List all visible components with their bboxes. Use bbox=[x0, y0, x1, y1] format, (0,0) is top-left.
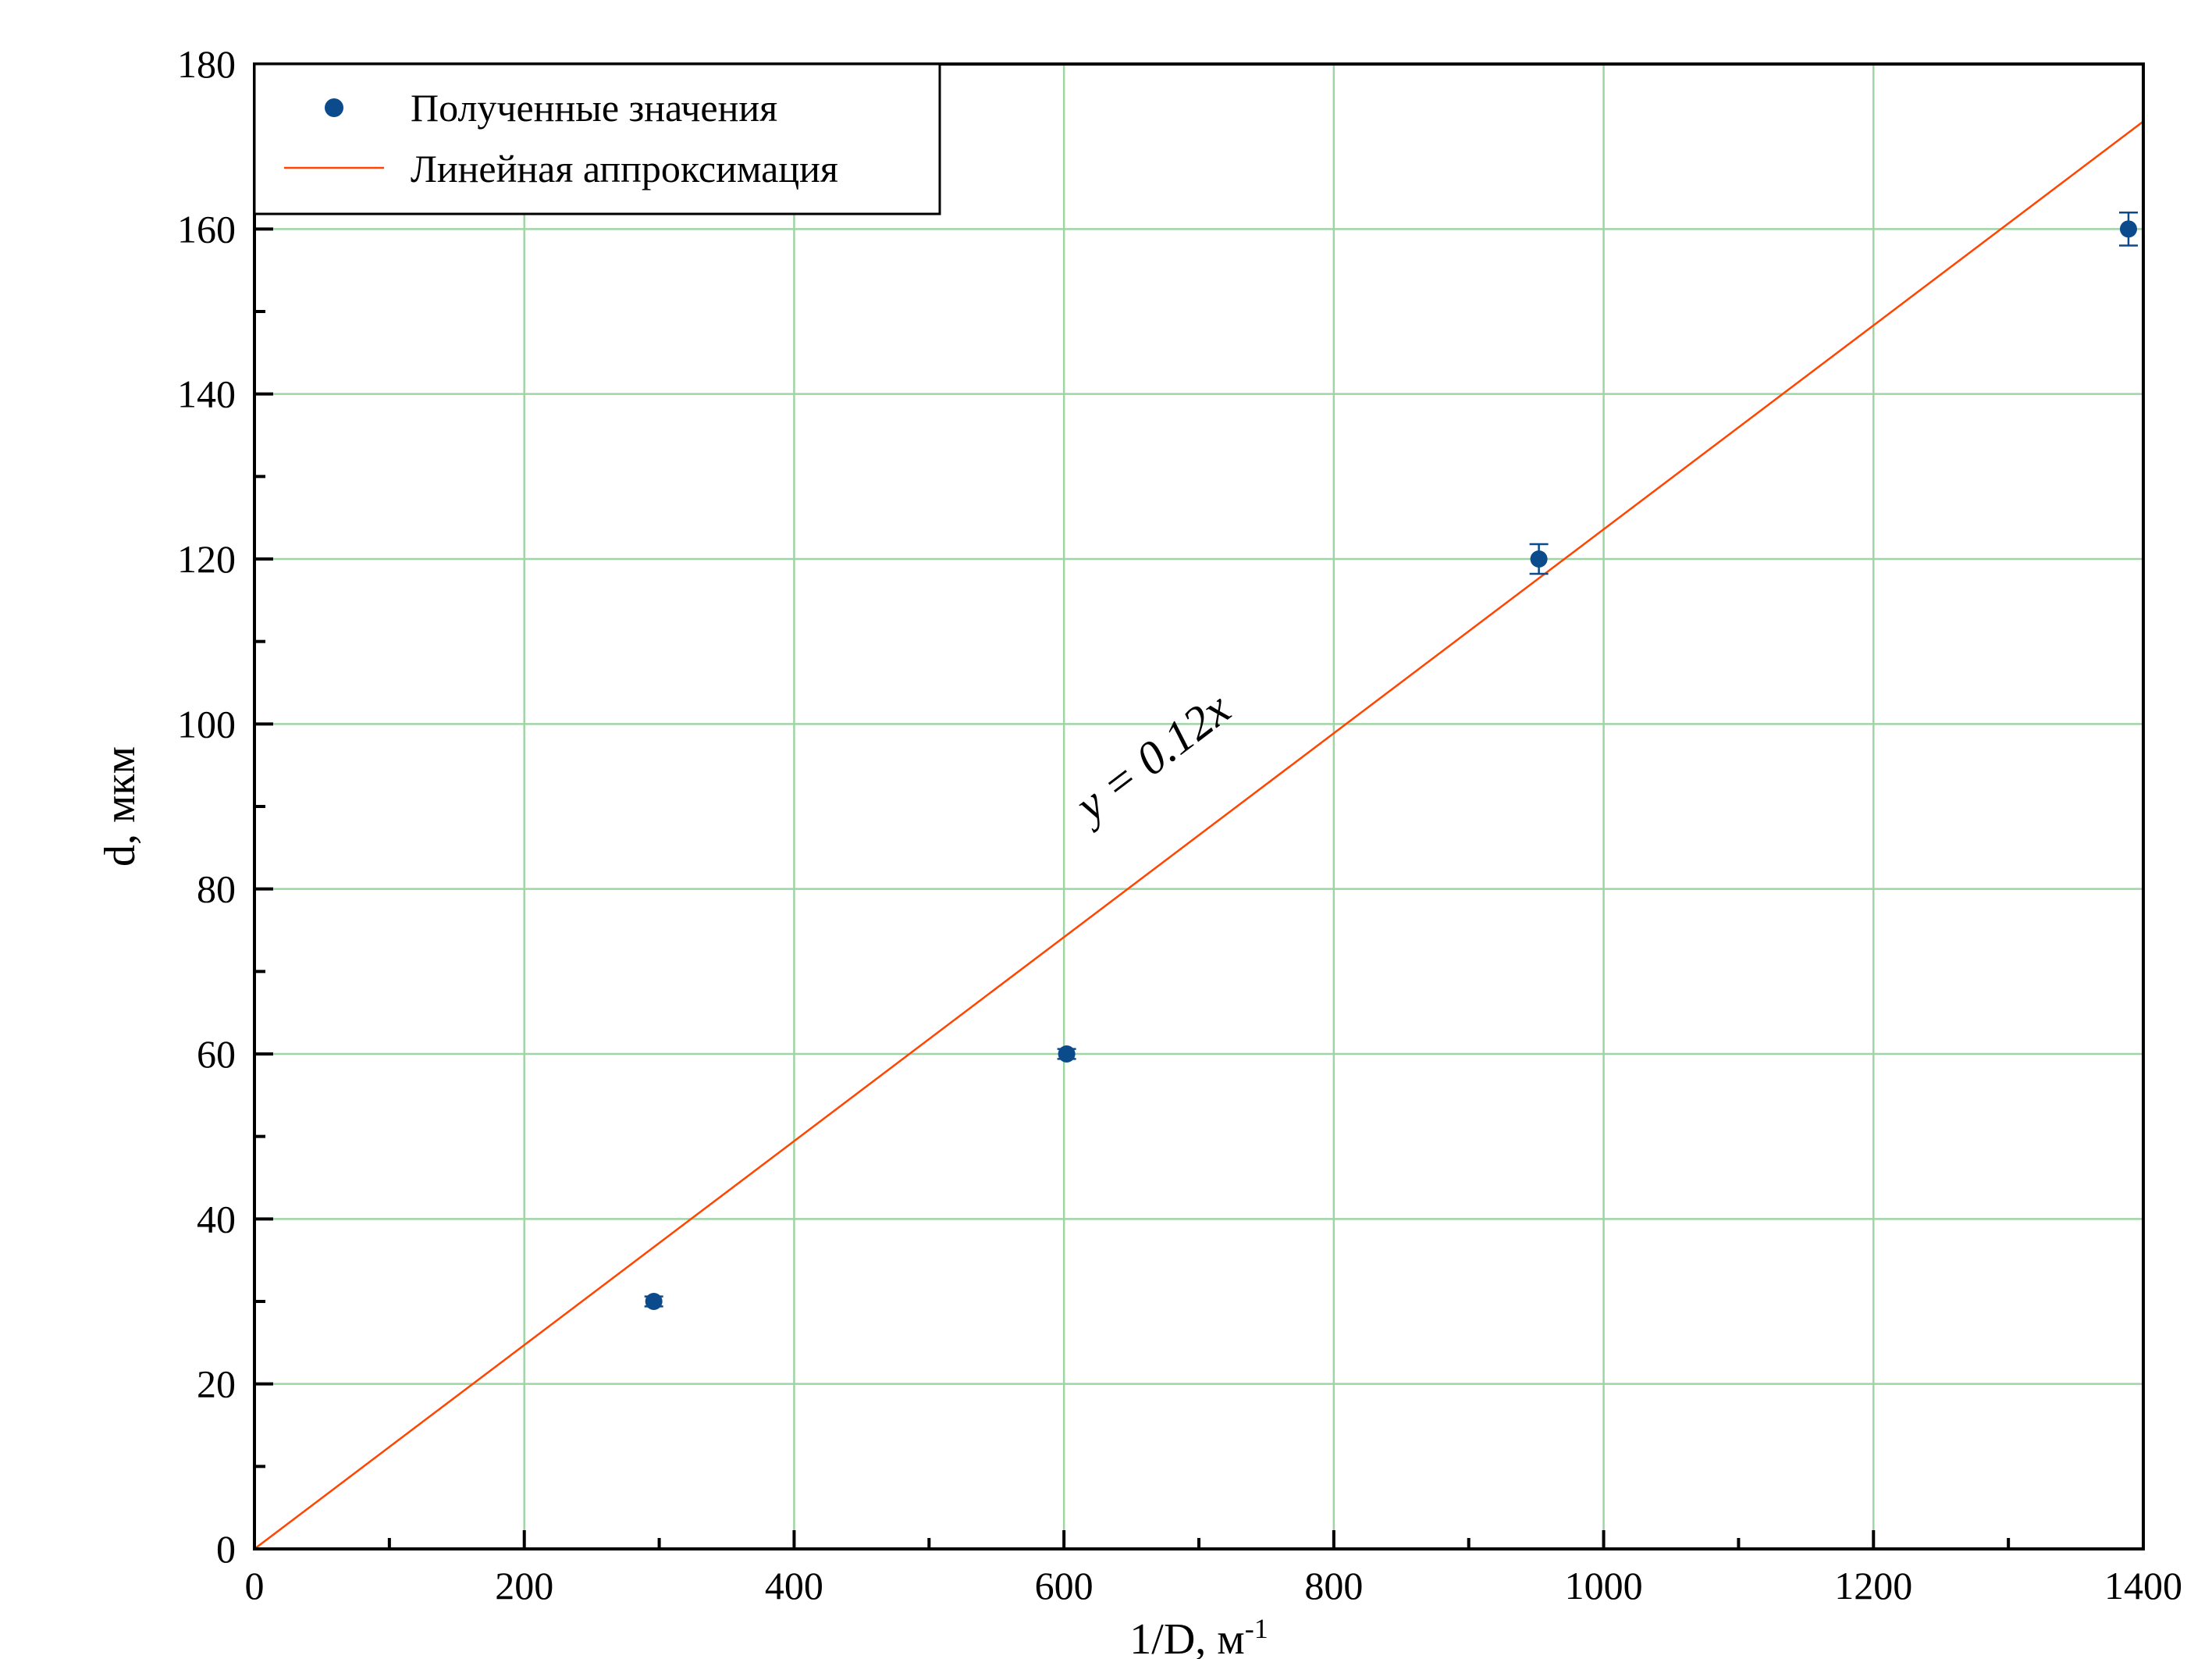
y-tick-label-100: 100 bbox=[177, 702, 236, 746]
y-tick-label-80: 80 bbox=[197, 867, 236, 911]
grid bbox=[254, 64, 2143, 1549]
y-tick-label-140: 140 bbox=[177, 372, 236, 416]
x-tick-label-1400: 1400 bbox=[2104, 1564, 2182, 1607]
x-tick-label-1000: 1000 bbox=[1565, 1564, 1643, 1607]
data-point-1 bbox=[1057, 1045, 1076, 1063]
fit-line bbox=[254, 120, 2144, 1550]
data-marker-3 bbox=[2119, 220, 2137, 238]
y-tick-label-20: 20 bbox=[197, 1362, 236, 1406]
tick-labels: 0 200 400 600 800 1000 1200 1400 0 20 40 60 80 100 120… bbox=[177, 42, 2182, 1607]
y-tick-label-60: 60 bbox=[197, 1032, 236, 1076]
x-axis-title: 1/D, м-1 bbox=[1129, 1613, 1268, 1659]
y-tick-label-40: 40 bbox=[197, 1197, 236, 1241]
legend-label-points: Полученные значения bbox=[411, 86, 777, 130]
x-tick-label-400: 400 bbox=[765, 1564, 823, 1607]
legend-box bbox=[253, 62, 941, 215]
data-marker-2 bbox=[1530, 550, 1548, 568]
data-point-3 bbox=[2118, 211, 2138, 247]
x-tick-label-200: 200 bbox=[495, 1564, 553, 1607]
legend: Полученные значения Линейная аппроксимац… bbox=[253, 62, 941, 215]
y-tick-label-120: 120 bbox=[177, 537, 236, 581]
legend-label-line: Линейная аппроксимация bbox=[411, 147, 838, 190]
x-tick-label-0: 0 bbox=[245, 1564, 265, 1607]
legend-marker-points bbox=[325, 98, 343, 117]
y-tick-label-180: 180 bbox=[177, 42, 236, 86]
fit-line-layer bbox=[254, 120, 2144, 1550]
x-axis-title-main: 1/D, м bbox=[1129, 1615, 1244, 1659]
data-point-0 bbox=[644, 1293, 663, 1310]
data-point-2 bbox=[1529, 543, 1549, 575]
y-tick-label-0: 0 bbox=[216, 1527, 236, 1571]
data-marker-1 bbox=[1058, 1045, 1076, 1063]
x-tick-label-600: 600 bbox=[1035, 1564, 1094, 1607]
y-tick-label-160: 160 bbox=[177, 207, 236, 251]
x-axis-title-superscript: -1 bbox=[1245, 1613, 1268, 1644]
x-tick-label-1200: 1200 bbox=[1834, 1564, 1912, 1607]
y-axis-title: d, мкм bbox=[96, 746, 144, 867]
data-points-layer bbox=[644, 211, 2138, 1310]
data-marker-0 bbox=[645, 1293, 663, 1310]
x-tick-label-800: 800 bbox=[1304, 1564, 1363, 1607]
